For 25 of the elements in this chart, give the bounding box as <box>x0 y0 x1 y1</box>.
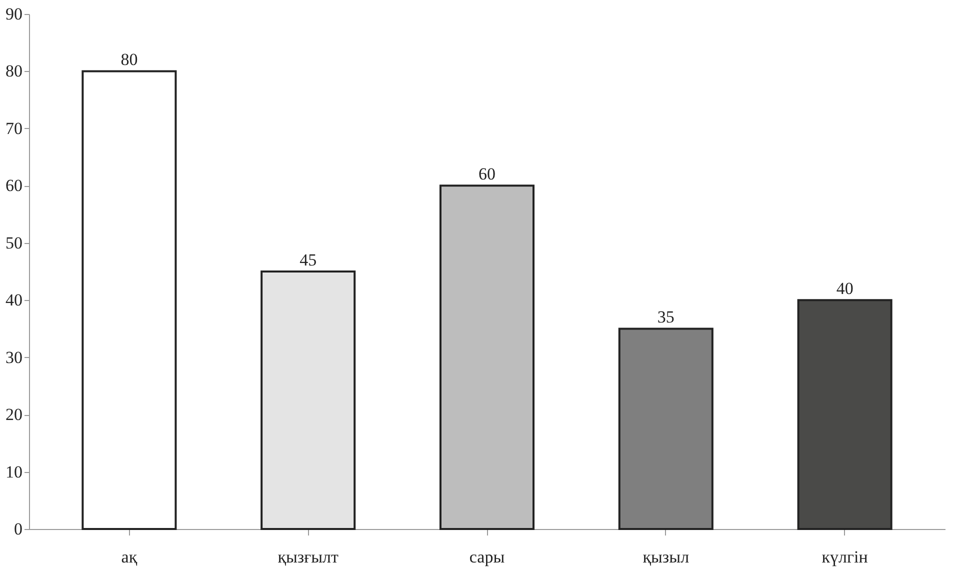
data-label: 40 <box>836 279 854 298</box>
y-tick-label: 20 <box>6 405 22 424</box>
y-tick-label: 10 <box>6 462 22 482</box>
y-tick-label: 70 <box>6 118 22 138</box>
bar <box>439 184 535 530</box>
x-tick-label: сары <box>469 548 506 566</box>
y-tick-label: 0 <box>14 520 22 538</box>
y-tick-label: 90 <box>6 4 22 24</box>
y-tick-label: 30 <box>6 348 22 367</box>
x-tick-label: күлгін <box>822 548 868 566</box>
data-label: 35 <box>657 308 674 327</box>
x-tick-label: қызғылт <box>278 548 340 566</box>
bar <box>797 299 892 530</box>
bar <box>82 70 177 530</box>
x-tick-label: қызыл <box>642 548 690 566</box>
y-tick-label: 40 <box>6 290 22 310</box>
y-tick-label: 50 <box>6 233 22 252</box>
data-label: 45 <box>300 250 317 270</box>
y-tick-label: 60 <box>6 176 22 196</box>
bar <box>260 270 356 530</box>
data-label: 60 <box>478 164 496 184</box>
y-tick-label: 80 <box>6 62 22 81</box>
data-label: 80 <box>120 50 138 70</box>
x-tick-label: ақ <box>121 548 138 566</box>
bar <box>618 328 714 530</box>
